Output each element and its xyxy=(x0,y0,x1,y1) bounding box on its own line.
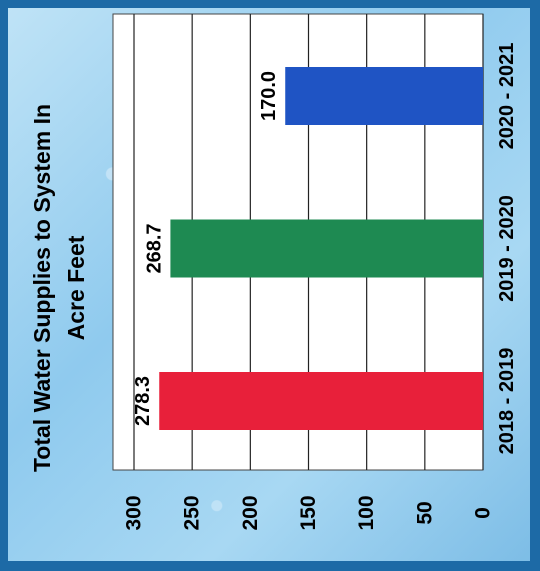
chart-title: Total Water Supplies to System In Acre F… xyxy=(29,104,89,472)
value-labels: 278.3 268.7 170.0 xyxy=(132,71,280,426)
tick-label: 250 xyxy=(181,495,204,530)
value-label: 278.3 xyxy=(132,376,154,426)
bar xyxy=(170,219,483,278)
category-label: 2020 - 2021 xyxy=(496,43,518,150)
tick-label: 150 xyxy=(297,495,320,530)
value-label: 268.7 xyxy=(143,223,165,273)
category-label: 2018 - 2019 xyxy=(496,348,518,455)
tick-label: 0 xyxy=(472,507,495,519)
category-label: 2019 - 2020 xyxy=(496,195,518,302)
category-labels: 2018 - 2019 2019 - 2020 2020 - 2021 xyxy=(496,43,518,455)
chart-title-line-2: Acre Feet xyxy=(63,235,89,340)
tick-label: 100 xyxy=(355,495,378,530)
bar xyxy=(159,372,484,430)
bar xyxy=(285,67,483,125)
tick-label: 300 xyxy=(123,495,146,530)
value-label: 170.0 xyxy=(258,71,280,121)
chart-title-line-1: Total Water Supplies to System In xyxy=(29,104,55,472)
tick-label: 50 xyxy=(413,501,436,524)
tick-labels: 0 50 100 150 200 250 300 xyxy=(123,495,495,530)
bars xyxy=(159,67,484,430)
tick-label: 200 xyxy=(239,495,262,530)
